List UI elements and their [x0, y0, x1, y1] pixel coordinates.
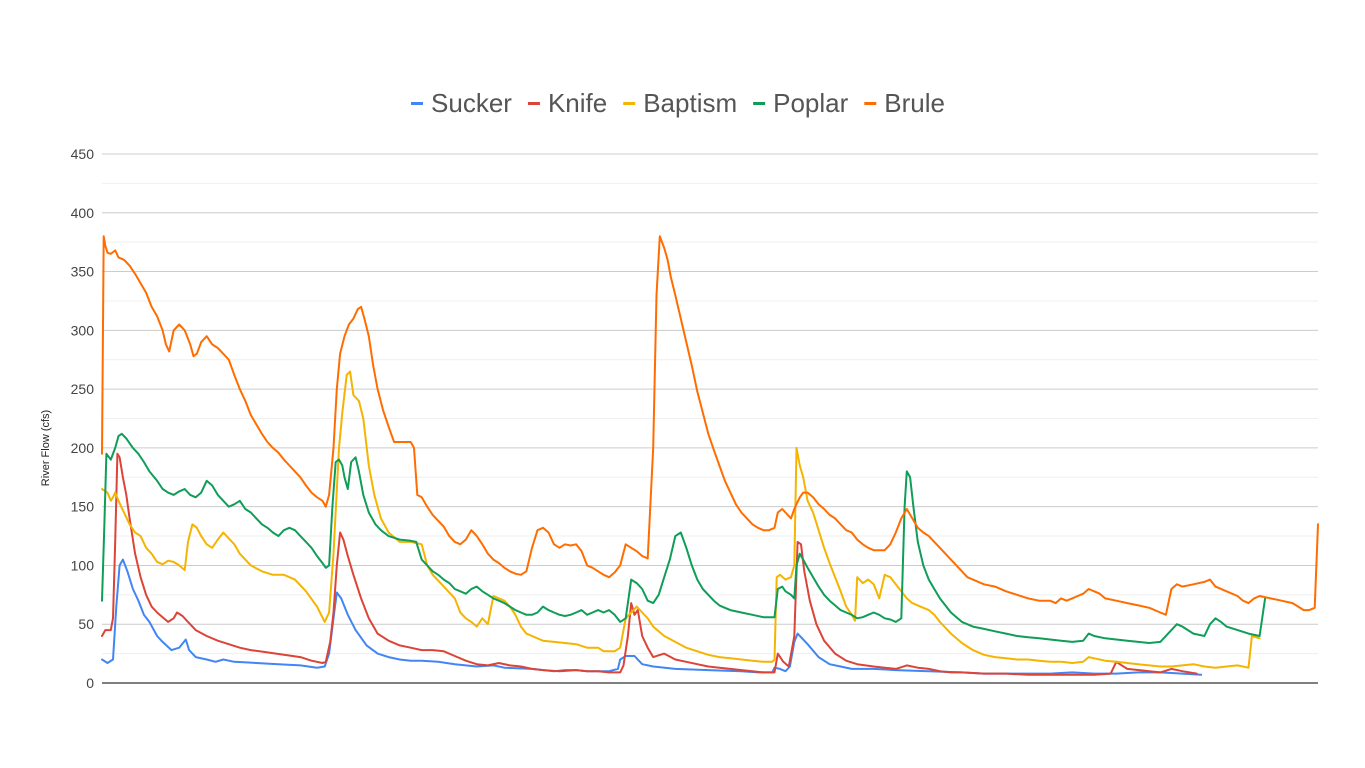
legend-label: Sucker	[431, 88, 512, 118]
y-tick-label: 50	[78, 616, 94, 632]
legend-swatch	[623, 102, 636, 105]
legend-swatch	[411, 102, 424, 105]
minor-gridlines	[102, 182, 1318, 655]
y-tick-label: 200	[71, 440, 95, 456]
series-line-poplar	[101, 432, 1267, 644]
legend-swatch	[527, 102, 540, 105]
series-lines	[101, 235, 1319, 676]
legend-label: Poplar	[773, 88, 848, 118]
y-tick-label: 150	[71, 499, 95, 515]
y-axis-ticks: 0 50 100 150 200 250 300 350 400 450	[71, 146, 95, 691]
legend-item-poplar: Poplar	[753, 88, 849, 118]
y-tick-label: 300	[71, 322, 95, 338]
y-tick-label: 250	[71, 381, 95, 397]
legend-label: Baptism	[643, 88, 737, 118]
y-tick-label: 450	[71, 146, 95, 162]
legend-item-brule: Brule	[864, 88, 945, 118]
series-line-sucker	[101, 558, 1203, 676]
legend-swatch	[864, 102, 877, 105]
y-axis-title: River Flow (cfs)	[40, 410, 52, 486]
legend-label: Knife	[548, 88, 607, 118]
major-gridlines	[102, 153, 1318, 625]
legend-item-knife: Knife	[527, 88, 607, 118]
legend-item-baptism: Baptism	[623, 88, 737, 118]
chart-legend: Sucker Knife Baptism Poplar Brule	[411, 88, 945, 118]
series-line-brule	[101, 235, 1319, 616]
y-tick-label: 350	[71, 264, 95, 280]
legend-swatch	[753, 102, 766, 105]
series-line-baptism	[101, 370, 1261, 669]
y-tick-label: 100	[71, 557, 95, 573]
y-tick-label: 0	[86, 675, 94, 691]
y-tick-label: 400	[71, 205, 95, 221]
series-line-knife	[101, 452, 1198, 676]
legend-label: Brule	[884, 88, 945, 118]
legend-item-sucker: Sucker	[411, 88, 512, 118]
